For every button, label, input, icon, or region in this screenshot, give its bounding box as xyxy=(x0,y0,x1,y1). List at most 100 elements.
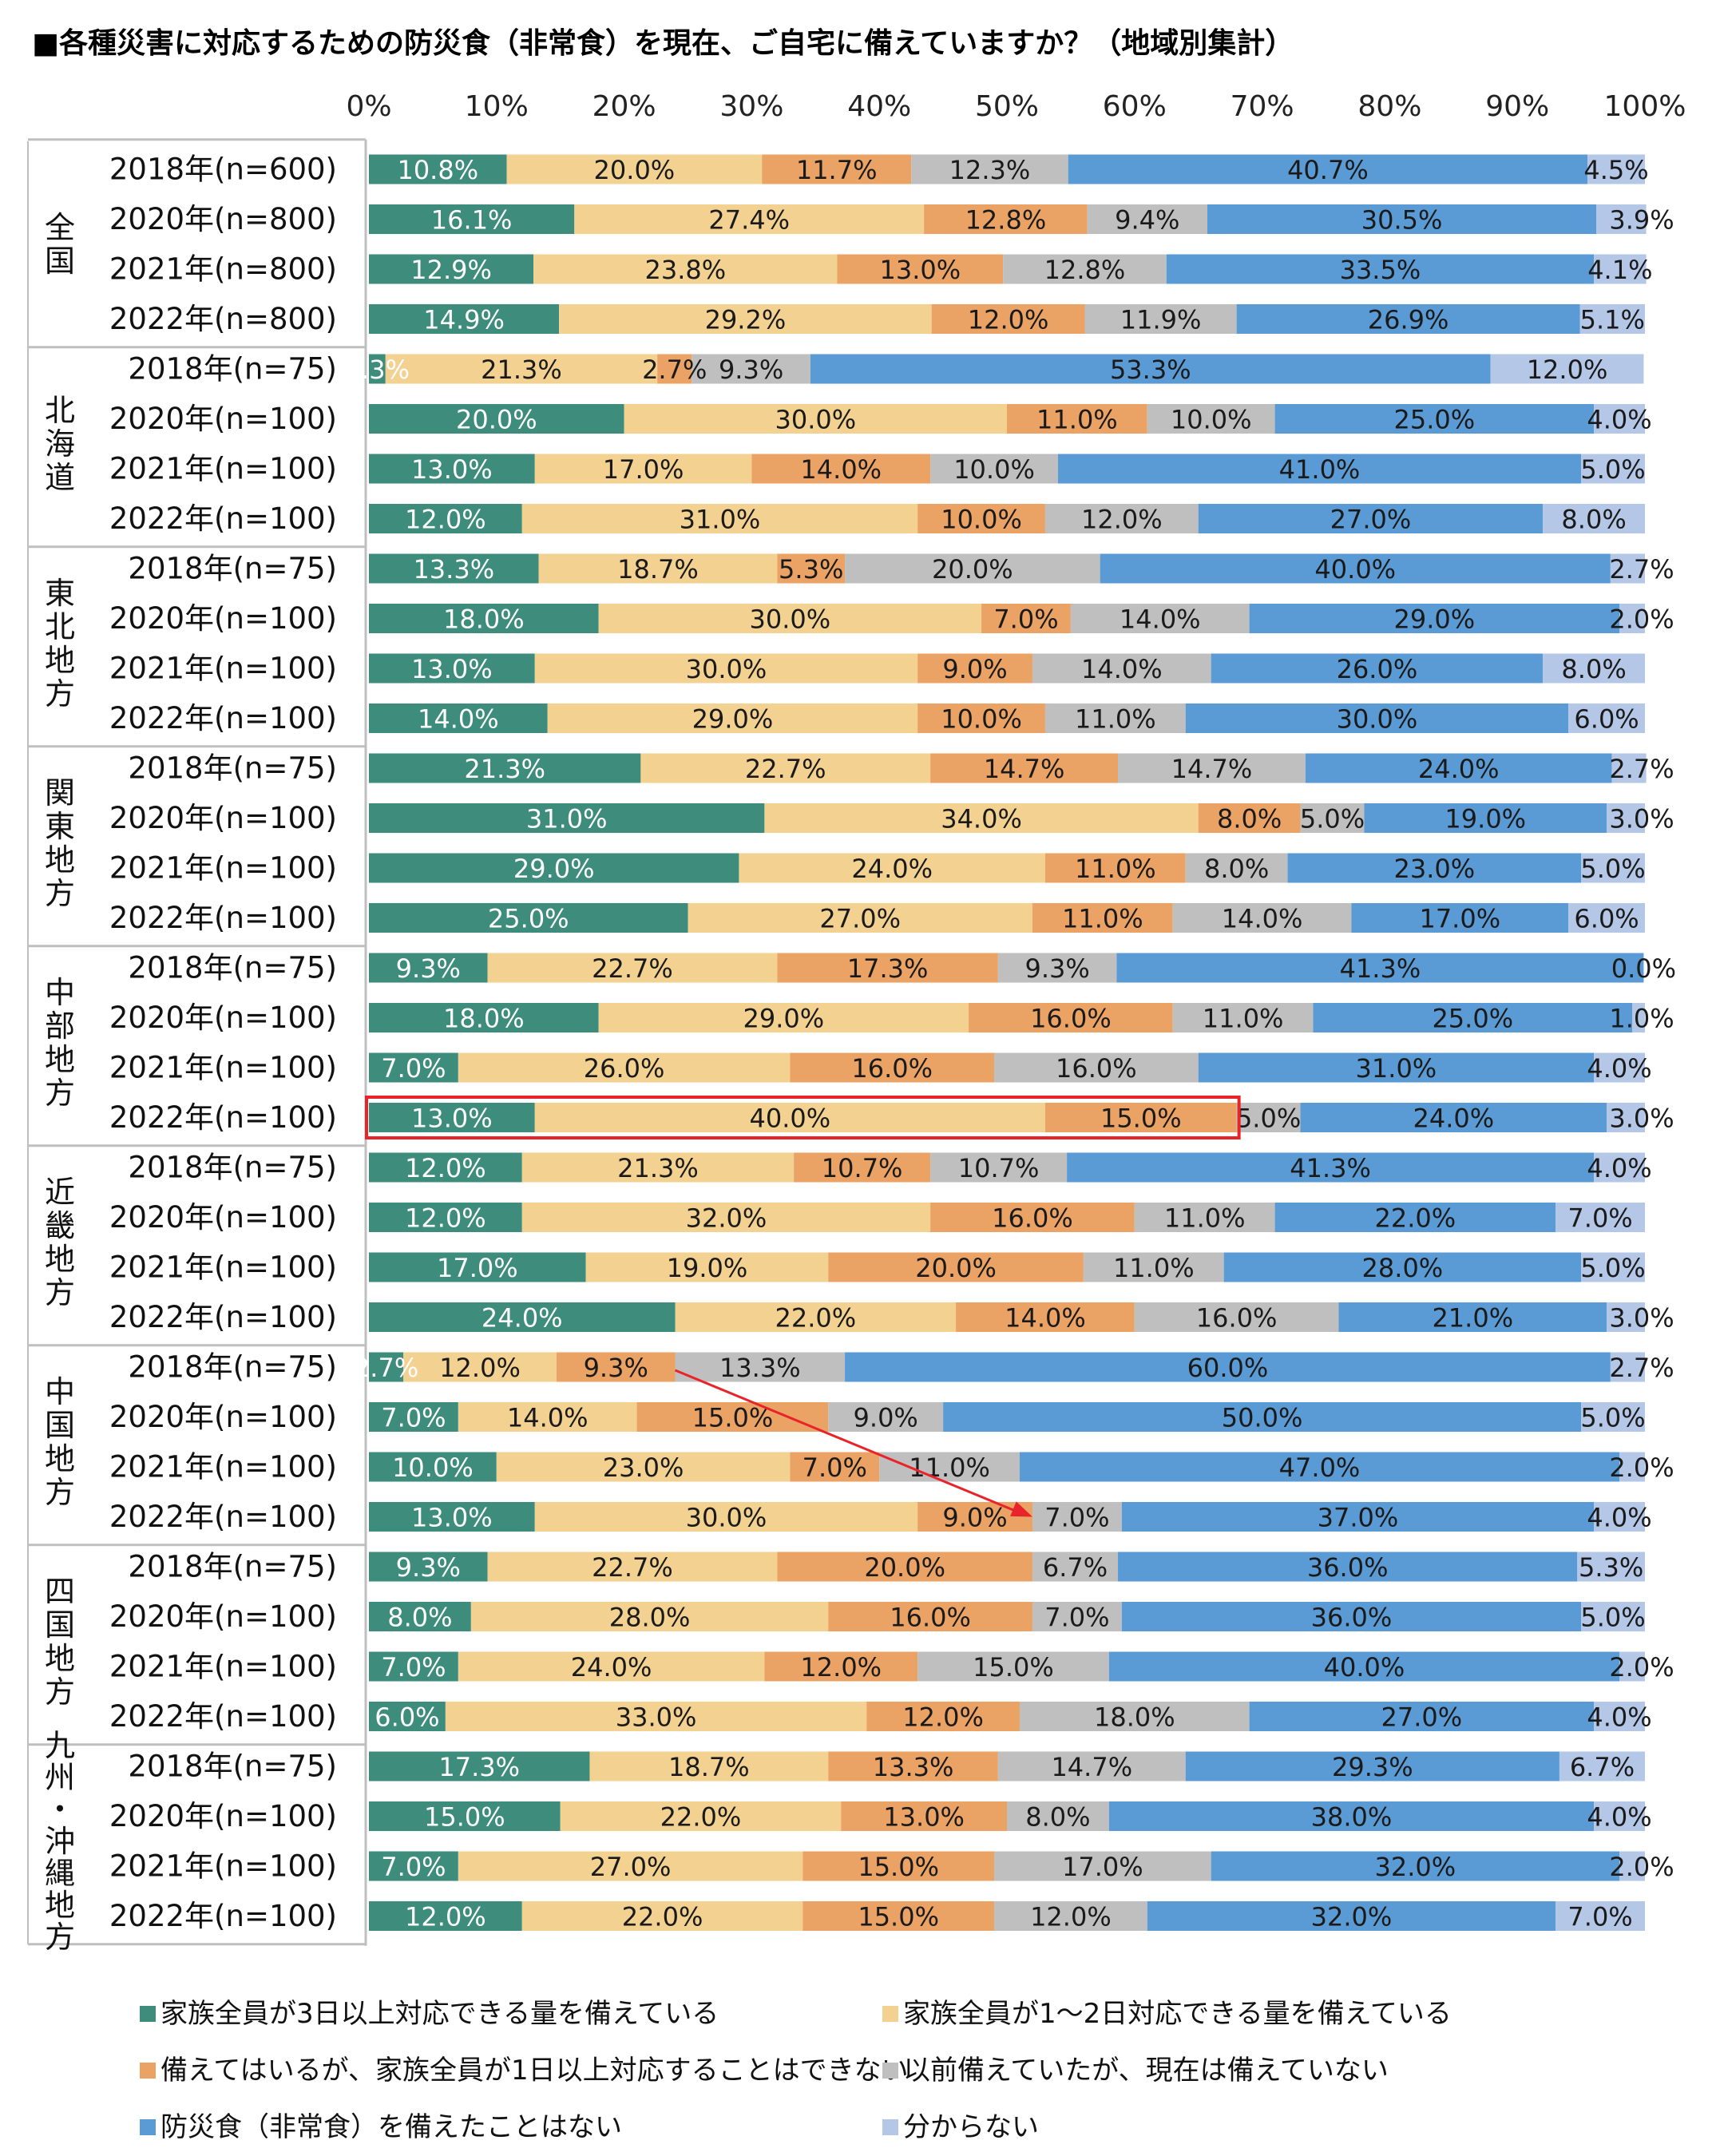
data-label: 5.0% xyxy=(1580,1253,1645,1283)
data-label: 41.3% xyxy=(1340,953,1421,984)
data-label: 26.0% xyxy=(584,1053,665,1084)
x-tick-label: 40% xyxy=(847,90,911,123)
bar-segment xyxy=(1543,653,1645,684)
region-label-char: 海 xyxy=(45,426,75,462)
bar-segment xyxy=(1581,1402,1645,1432)
data-label: 16.0% xyxy=(890,1603,971,1633)
data-label: 2.0% xyxy=(1609,604,1674,635)
data-label: 60.0% xyxy=(1187,1353,1269,1383)
bar-segment xyxy=(369,1602,471,1631)
legend-swatch xyxy=(882,2063,898,2079)
x-tick-label: 10% xyxy=(465,90,529,123)
region-label: 北海道 xyxy=(45,393,75,495)
bar-segment xyxy=(624,404,1007,434)
x-tick-label: 0% xyxy=(346,90,391,123)
data-label: 5.0% xyxy=(1580,1403,1645,1433)
bar-segment xyxy=(1555,1901,1645,1931)
bar-segment xyxy=(917,504,1045,533)
bar-segment xyxy=(458,1851,803,1881)
data-label: 3.0% xyxy=(1609,1104,1674,1134)
bar-segment xyxy=(1185,853,1288,883)
bar-segment xyxy=(1070,604,1250,633)
data-label: 23.8% xyxy=(644,255,726,285)
data-label: 20.0% xyxy=(594,155,676,185)
data-label: 40.0% xyxy=(1324,1652,1405,1682)
bar-segment xyxy=(790,1452,880,1482)
legend-item: 備えてはいるが、家族全員が1日以上対応することはできない xyxy=(140,2055,909,2087)
region-label-char: 方 xyxy=(45,876,75,911)
data-label: 21.3% xyxy=(464,754,545,784)
bar-segment xyxy=(1596,204,1647,234)
bar-segment xyxy=(997,953,1117,983)
bar-segment xyxy=(675,1302,957,1332)
bar-segment xyxy=(1185,703,1569,733)
row-label: 2020年(n=100) xyxy=(109,601,337,636)
region-label-char: 地 xyxy=(45,1042,75,1077)
bar-segment xyxy=(458,1651,765,1682)
bar-segment xyxy=(969,1003,1173,1032)
bar-segment xyxy=(369,404,624,434)
bar-segment xyxy=(1003,254,1167,284)
bar-segment xyxy=(369,1901,522,1931)
bar-segment xyxy=(1118,753,1306,783)
data-label: 15.0% xyxy=(858,1852,939,1882)
bar-segment xyxy=(487,1552,778,1582)
bar-segment xyxy=(1032,1552,1119,1582)
bar-segment xyxy=(828,1402,944,1432)
bar-segment xyxy=(930,753,1119,783)
bar-segment xyxy=(1134,1203,1275,1232)
region-label-char: 方 xyxy=(45,1920,75,1955)
data-label: 14.0% xyxy=(1222,904,1303,934)
data-label: 29.0% xyxy=(743,1004,825,1034)
data-label: 8.0% xyxy=(1561,505,1626,535)
data-label: 9.0% xyxy=(942,1503,1007,1533)
bar-segment xyxy=(739,853,1045,883)
bar-segment xyxy=(657,354,692,384)
data-label: 20.0% xyxy=(932,554,1013,585)
data-label: 38.0% xyxy=(1311,1802,1393,1833)
data-label: 47.0% xyxy=(1279,1453,1361,1483)
bar-segment xyxy=(369,1651,458,1682)
data-label: 12.0% xyxy=(405,1203,486,1234)
bars xyxy=(369,154,1647,1931)
data-label: 15.0% xyxy=(1100,1104,1182,1134)
bar-segment xyxy=(1108,1651,1620,1682)
region-label-char: 方 xyxy=(45,1674,75,1710)
bar-segment xyxy=(879,1452,1020,1482)
bar-segment xyxy=(589,1751,829,1781)
row-label: 2018年(n=600) xyxy=(109,153,337,187)
data-label: 13.0% xyxy=(880,255,961,285)
legend-item: 以前備えていたが、現在は備えていない xyxy=(882,2055,1389,2087)
data-label: 7.0% xyxy=(1044,1603,1109,1633)
data-label: 5.0% xyxy=(1580,454,1645,485)
bar-segment xyxy=(911,154,1068,184)
data-label: 1.3% xyxy=(345,355,410,385)
data-label: 27.0% xyxy=(590,1852,672,1882)
data-label: 14.0% xyxy=(800,454,882,485)
data-label: 12.0% xyxy=(800,1652,882,1682)
bar-segment xyxy=(764,803,1199,833)
data-label: 5.0% xyxy=(1300,804,1365,834)
bar-segment xyxy=(930,1203,1135,1232)
bar-segment xyxy=(1121,1502,1595,1532)
bar-segment xyxy=(1007,404,1147,434)
trend-arrow-head xyxy=(1010,1501,1032,1517)
data-label: 13.0% xyxy=(883,1802,965,1833)
data-label: 12.9% xyxy=(410,255,492,285)
bar-segment xyxy=(930,1152,1068,1183)
data-label: 18.7% xyxy=(668,1752,750,1782)
bar-segment xyxy=(369,703,548,733)
data-label: 10.0% xyxy=(953,454,1035,485)
data-label: 18.0% xyxy=(443,604,525,635)
data-label: 18.7% xyxy=(617,554,699,585)
data-label: 6.7% xyxy=(1043,1552,1108,1583)
data-label: 10.7% xyxy=(958,1153,1040,1183)
data-label: 22.0% xyxy=(1375,1203,1456,1234)
bar-segment xyxy=(1019,1452,1620,1482)
data-label: 25.0% xyxy=(1394,405,1476,435)
data-label: 28.0% xyxy=(1362,1253,1444,1283)
bar-segment xyxy=(506,154,763,184)
bar-segment xyxy=(369,204,575,234)
